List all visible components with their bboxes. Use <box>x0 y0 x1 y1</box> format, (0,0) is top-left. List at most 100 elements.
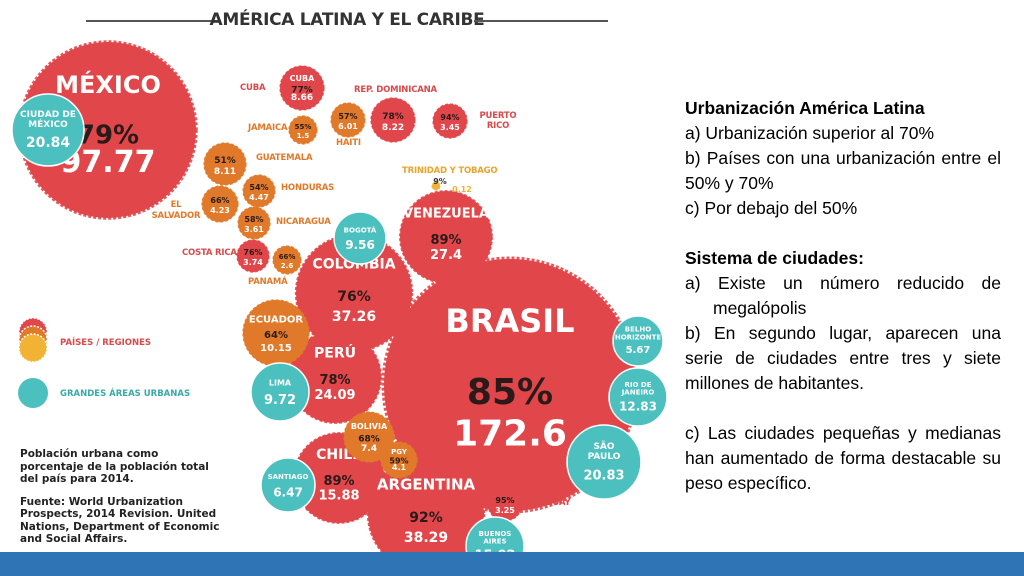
country-value-cuba: 8.66 <box>291 93 313 103</box>
city-name-ciudad-de-m-xico: CIUDAD DE <box>20 110 76 120</box>
bubble-per- <box>288 330 382 424</box>
bubble-venezuela <box>399 190 493 284</box>
panel-item-c1: c) Por debajo del 50% <box>685 198 858 218</box>
city-name-bogot-: BOGOTÁ <box>344 225 377 234</box>
country-value-el-salvador: 4.23 <box>210 206 230 215</box>
country-pct-bolivia: 68% <box>358 434 380 444</box>
country-pct-venezuela: 89% <box>430 233 461 248</box>
bubble-santiago <box>260 457 316 513</box>
country-name-venezuela: VENEZUELA <box>403 207 489 222</box>
country-value-per-: 24.09 <box>314 388 355 403</box>
country-pct-puerto-rico: 94% <box>440 113 459 122</box>
bubble-cuba <box>279 65 325 111</box>
country-name-per-: PERÚ <box>314 344 356 362</box>
country-value-pgy: 4.1 <box>392 463 407 472</box>
country-pct-colombia: 76% <box>337 289 371 305</box>
bubble-rio-de-janeiro <box>608 367 668 427</box>
title-rule-left <box>86 20 218 22</box>
bubble-belho-horizonte <box>612 315 664 367</box>
title-area: AMÉRICA LATINA Y EL CARIBE <box>86 8 608 34</box>
city-name-belho-horizonte: BELHO <box>625 326 651 334</box>
country-pct-ecuador: 64% <box>264 330 288 341</box>
country-value-puerto-rico: 3.45 <box>440 123 460 132</box>
legend-swatches <box>18 318 48 408</box>
city-name-rio-de-janeiro: RIO DE <box>625 381 652 389</box>
country-value-panam-: 2.6 <box>281 262 294 270</box>
country-pct-honduras: 54% <box>249 183 268 192</box>
country-pct-panam-: 66% <box>279 253 296 261</box>
country-pct-m-xico: 79% <box>77 121 139 151</box>
bubble-guatemala <box>203 142 247 186</box>
bubble-jamaica <box>288 115 318 145</box>
country-value-jamaica: 1.5 <box>297 132 310 140</box>
bubble-costa-rica <box>236 239 270 273</box>
country-pct-uruguay: 95% <box>495 496 514 505</box>
legend: PAÍSES / REGIONES GRANDES ÁREAS URBANAS <box>16 318 226 418</box>
city-name-santiago: SANTIAGO <box>268 473 309 481</box>
label-costa-rica: COSTA RICA <box>182 248 237 258</box>
label-jamaica: JAMAICA <box>248 123 288 133</box>
bubble-trinidad-y-tobago <box>431 181 441 191</box>
label-trinidad: TRINIDAD Y TOBAGO <box>402 166 498 176</box>
label-nicaragua: NICARAGUA <box>276 217 331 227</box>
bubble-nicaragua <box>237 206 271 240</box>
bubble-el-salvador <box>201 185 239 223</box>
label-panama: PANAMÁ <box>248 277 288 287</box>
city-value-s-o-paulo: 20.83 <box>583 469 624 484</box>
country-pct-argentina: 92% <box>409 510 443 526</box>
country-pct-guatemala: 51% <box>214 156 236 166</box>
city-value-buenos-aires: 15.02 <box>474 549 515 552</box>
panel-item-a1: a) Urbanización superior al 70% <box>685 123 935 143</box>
country-value-honduras: 4.47 <box>249 193 269 202</box>
country-value-chile: 15.88 <box>318 489 359 504</box>
country-name-m-xico: MÉXICO <box>55 70 161 99</box>
city-name-rio-de-janeiro: JANEIRO <box>621 388 655 396</box>
country-name-pgy: PGY <box>391 448 408 456</box>
country-pct-rep-dominicana: 78% <box>382 112 404 122</box>
country-pct-nicaragua: 58% <box>244 215 263 224</box>
country-name-bolivia: BOLIVIA <box>351 422 388 431</box>
city-name-lima: LIMA <box>269 379 292 388</box>
country-value-brasil: 172.6 <box>453 413 567 454</box>
panel-heading-urbanizacion: Urbanización América Latina <box>685 98 925 118</box>
country-value-haiti: 6.01 <box>338 122 358 131</box>
country-value-colombia: 37.26 <box>332 309 376 325</box>
country-pct-el-salvador: 66% <box>210 196 229 205</box>
country-name-brasil: BRASIL <box>445 302 574 340</box>
label-cuba: CUBA <box>240 83 266 93</box>
country-value-venezuela: 27.4 <box>430 248 462 263</box>
city-value-belho-horizonte: 5.67 <box>626 345 651 356</box>
city-value-ciudad-de-m-xico: 20.84 <box>26 135 71 151</box>
city-name-buenos-aires: BUENOS <box>479 530 512 538</box>
label-guatemala: GUATEMALA <box>256 153 313 163</box>
country-value-guatemala: 8.11 <box>214 167 236 177</box>
country-pct-jamaica: 55% <box>295 123 312 131</box>
note-source: Fuente: World Urbanization Prospects, 20… <box>20 495 220 546</box>
bubble-bolivia <box>343 411 395 463</box>
city-value-lima: 9.72 <box>264 393 296 408</box>
country-pct-brasil: 85% <box>467 372 553 413</box>
panel-item-a2: a) Existe un número reducido de megalópo… <box>685 273 1001 318</box>
country-name-colombia: COLOMBIA <box>312 257 395 273</box>
bubble-pgy <box>380 441 418 479</box>
city-value-bogot-: 9.56 <box>345 238 375 252</box>
label-el-salvador: EL SALVADOR <box>151 200 201 221</box>
country-value-uruguay: 3.25 <box>495 506 515 515</box>
city-name-s-o-paulo: PAULO <box>588 452 621 462</box>
text-panel: Urbanización América Latina a) Urbanizac… <box>685 96 1001 496</box>
bubble-panam- <box>272 245 302 275</box>
label-rep-dominicana: REP. DOMINICANA <box>354 85 437 95</box>
country-value-ecuador: 10.15 <box>260 343 292 354</box>
country-pct-per-: 78% <box>319 373 350 388</box>
country-pct-haiti: 57% <box>338 112 357 121</box>
city-name-buenos-aires: AIRES <box>483 537 506 545</box>
panel-item-c2: c) Las ciudades pequeñas y medianas han … <box>685 423 1001 493</box>
label-honduras: HONDURAS <box>281 183 335 193</box>
legend-cities: GRANDES ÁREAS URBANAS <box>60 389 191 399</box>
label-uruguay: URUGUAY <box>526 498 571 508</box>
country-name-cuba: CUBA <box>290 74 315 83</box>
country-value-argentina: 38.29 <box>404 530 448 546</box>
country-pct-cuba: 77% <box>291 85 313 95</box>
page-title: AMÉRICA LATINA Y EL CARIBE <box>209 10 485 30</box>
country-pct-trinidad: 9% <box>433 177 447 186</box>
